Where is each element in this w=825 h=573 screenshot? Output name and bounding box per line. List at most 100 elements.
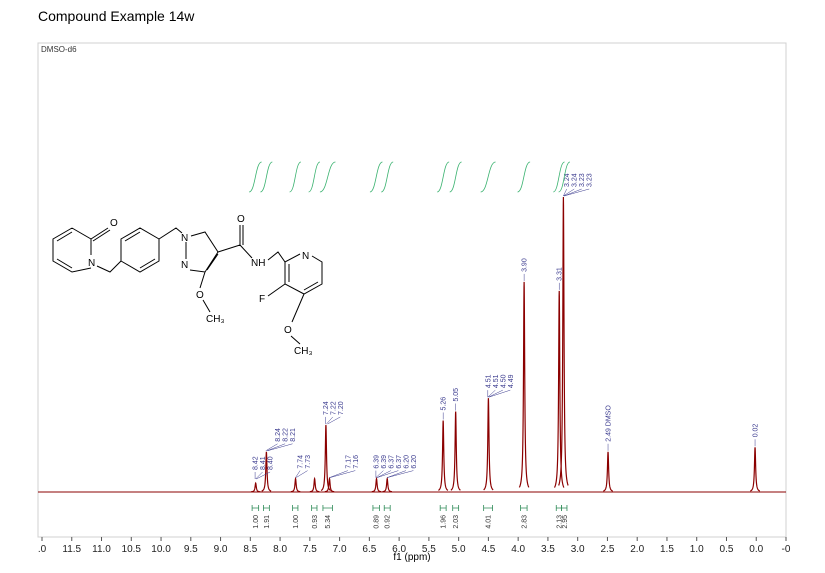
peak-label: 7.20 — [338, 401, 345, 415]
integral-bracket — [383, 505, 391, 511]
peak-label: 6.20 — [411, 455, 418, 469]
x-tick-label: 3.0 — [571, 544, 585, 555]
peak-leader — [256, 471, 271, 480]
peak-leader — [563, 188, 575, 197]
atom-label: O — [110, 218, 118, 229]
peak — [324, 476, 335, 493]
peak-label: 5.26 — [441, 397, 448, 411]
integral-label: 4.01 — [486, 515, 493, 529]
peak-leader — [487, 389, 496, 398]
integral-curve — [248, 161, 262, 193]
peak — [518, 281, 530, 488]
integral-label: 2.13 — [556, 515, 563, 529]
peak-label: 4.49 — [508, 374, 515, 388]
peak — [290, 476, 301, 493]
peak-label: 7.24 — [323, 401, 330, 415]
integral-label: 0.92 — [385, 515, 392, 529]
peak — [750, 447, 761, 492]
x-axis-label: f1 (ppm) — [393, 552, 430, 563]
integral-curve — [319, 161, 336, 193]
peak-leader — [376, 470, 392, 478]
peak-label: 3.24 — [572, 173, 579, 187]
peak-leader — [326, 416, 334, 425]
integral-curve — [308, 161, 321, 193]
integral-label: 2.83 — [521, 515, 528, 529]
atom-label: N — [302, 251, 309, 262]
x-tick-label: 8.0 — [273, 544, 287, 555]
x-tick-label: 11.0 — [92, 544, 111, 555]
peak — [558, 196, 569, 486]
peak-leader — [563, 188, 590, 197]
peak — [309, 476, 320, 493]
peak-label: 3.31 — [557, 267, 564, 281]
integral-bracket — [292, 505, 299, 511]
peak-leader — [266, 443, 286, 452]
integral-bracket — [251, 505, 260, 511]
x-tick-label: 7.0 — [333, 544, 347, 555]
integral-bracket — [483, 505, 493, 511]
integral-curve — [517, 161, 531, 193]
integral-bracket — [322, 505, 333, 511]
atom-label: CH₃ — [294, 346, 313, 357]
x-tick-label: 4.0 — [511, 544, 525, 555]
integral-curve — [553, 161, 565, 193]
x-tick-label: 2.0 — [630, 544, 644, 555]
integral-bracket — [439, 505, 447, 511]
integral-bracket — [561, 505, 568, 511]
integral-curve — [369, 161, 383, 193]
peak-leader — [387, 470, 406, 478]
peak-leader — [330, 470, 356, 478]
peak-label: 8.22 — [283, 428, 290, 442]
peak-leader — [265, 443, 278, 451]
integral-label: 1.00 — [293, 515, 300, 529]
solvent-label: DMSO-d6 — [41, 45, 77, 54]
x-tick-label: 6.0 — [392, 544, 406, 555]
peak-leader — [488, 389, 511, 398]
integral-bracket — [311, 505, 318, 511]
peak-label: 2.49 DMSO — [606, 405, 613, 442]
integral-label: 1.96 — [441, 515, 448, 529]
peak-label: 8.42 — [253, 456, 260, 470]
x-tick-label: 9.5 — [184, 544, 198, 555]
peak-label: 4.50 — [500, 374, 507, 388]
x-tick-label: 5.5 — [422, 544, 436, 555]
peak-label: 5.05 — [453, 388, 460, 402]
peak-leader — [296, 470, 308, 478]
integral-bracket — [555, 505, 563, 511]
peak-leader — [563, 188, 567, 197]
peak-leader — [295, 470, 301, 478]
peak-label: 8.24 — [275, 428, 282, 442]
integral-bracket — [372, 505, 380, 511]
peak-label: 4.51 — [485, 374, 492, 388]
peak-leader — [267, 443, 293, 452]
x-tick-label: 6.5 — [362, 544, 376, 555]
integral-bracket — [520, 505, 528, 511]
atom-label: O — [284, 325, 292, 336]
x-tick-label: 0.5 — [720, 544, 734, 555]
atom-label: F — [259, 294, 265, 305]
x-tick-label: 8.5 — [243, 544, 257, 555]
integral-label: 2.03 — [453, 515, 460, 529]
integral-curve — [558, 161, 571, 193]
structure: O N N N O NH N F O CH₃ O CH₃ — [52, 214, 323, 357]
peak-leader — [329, 470, 348, 478]
peak-leader — [375, 470, 384, 478]
atom-label: NH — [251, 258, 265, 269]
peak — [483, 398, 494, 491]
peak — [250, 481, 261, 493]
peak — [438, 420, 449, 491]
integral-label: 0.89 — [374, 515, 381, 529]
peak-label: 6.37 — [396, 455, 403, 469]
x-tick-label: 0.0 — [749, 544, 763, 555]
x-tick-label: 1.0 — [690, 544, 704, 555]
x-tick-label: 5.0 — [452, 544, 466, 555]
peak — [603, 451, 613, 492]
peak-label: 6.37 — [388, 455, 395, 469]
peak — [450, 411, 461, 491]
x-tick-label: 9.0 — [214, 544, 228, 555]
x-tick-label: 10.5 — [122, 544, 142, 555]
integral-curve — [381, 161, 394, 193]
integral-bracket — [452, 505, 460, 511]
integral-curve — [436, 161, 450, 193]
